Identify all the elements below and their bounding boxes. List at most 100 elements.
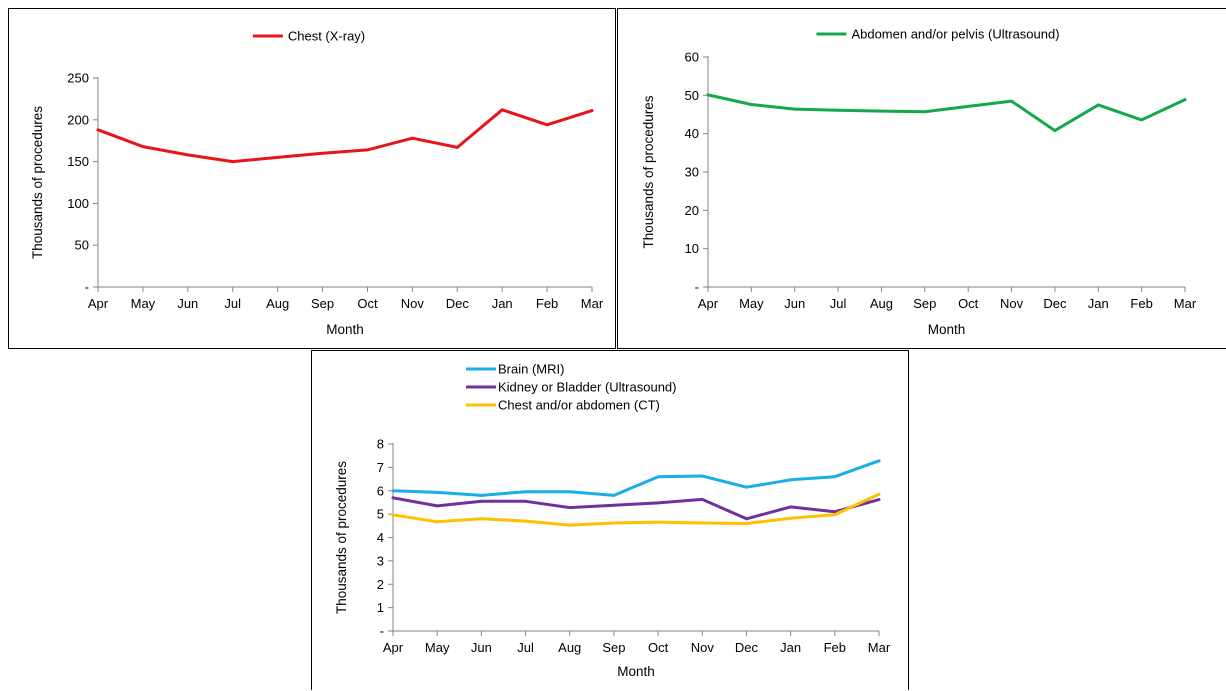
x-axis-title: Month [617, 664, 655, 679]
x-tick-label: Apr [698, 296, 719, 311]
y-tick-label: 10 [685, 241, 699, 256]
data-point-brain-mri [789, 478, 792, 482]
legend-label: Brain (MRI) [498, 362, 564, 377]
data-point-abdomen-and-or-pelvis-ultrasound [750, 103, 753, 106]
data-point-brain-mri [745, 485, 748, 489]
data-point-chest-and-or-abdomen-ct [391, 513, 395, 517]
data-point-kidney-or-bladder-ultrasound [700, 498, 704, 501]
data-point-kidney-or-bladder-ultrasound [833, 510, 837, 514]
y-tick-label: - [695, 280, 699, 295]
y-tick-label: 100 [67, 196, 89, 211]
legend-label: Chest (X-ray) [288, 29, 365, 44]
data-point-chest-and-or-abdomen-ct [745, 522, 748, 525]
data-point-abdomen-and-or-pelvis-ultrasound [1140, 118, 1143, 122]
chart-panel-brain-kidney-chest: - 1 2 3 4 5 6 7 8 Apr May Jun Jul Aug Sep Oct Nov Dec Jan F… [311, 350, 909, 690]
data-point-chest-and-or-abdomen-ct [480, 517, 483, 521]
x-tick-label: Mar [868, 640, 891, 655]
x-tick-label: Aug [266, 296, 289, 311]
data-point-kidney-or-bladder-ultrasound [656, 501, 660, 505]
x-tick-label: Sep [913, 296, 936, 311]
y-tick-label: 1 [377, 600, 384, 615]
data-point-chest-and-or-abdomen-ct [789, 516, 792, 520]
data-point-kidney-or-bladder-ultrasound [745, 517, 748, 521]
y-tick-label: 50 [75, 238, 89, 253]
x-tick-label: Jan [1088, 296, 1109, 311]
data-point-abdomen-and-or-pelvis-ultrasound [1096, 103, 1100, 107]
y-tick-label: 6 [377, 483, 384, 498]
y-tick-label: 4 [377, 530, 384, 545]
x-tick-label: Nov [1000, 296, 1024, 311]
y-tick-label: 40 [685, 126, 699, 141]
legend-label: Chest and/or abdomen (CT) [498, 398, 660, 413]
data-point-abdomen-and-or-pelvis-ultrasound [706, 93, 710, 97]
data-point-chest-x-ray [141, 145, 145, 149]
data-point-kidney-or-bladder-ultrasound [480, 499, 483, 503]
data-point-chest-x-ray [231, 160, 235, 164]
data-point-chest-x-ray [455, 146, 459, 149]
x-tick-label: Oct [357, 296, 378, 311]
data-point-chest-and-or-abdomen-ct [435, 520, 439, 524]
x-tick-label: May [425, 640, 450, 655]
data-point-chest-x-ray [590, 109, 594, 112]
chart-chest-xray: - 50 100 150 200 250 Apr May Jun Jul Aug Sep Oct Nov D… [30, 29, 604, 338]
data-point-brain-mri [833, 475, 837, 479]
data-point-abdomen-and-or-pelvis-ultrasound [966, 105, 970, 108]
x-tick-label: Feb [1130, 296, 1152, 311]
x-tick-label: Jan [492, 296, 513, 311]
x-tick-label: Dec [1043, 296, 1067, 311]
y-tick-label: 250 [67, 71, 89, 86]
x-tick-label: May [131, 296, 156, 311]
data-point-brain-mri [656, 475, 660, 479]
y-tick-label: 2 [377, 577, 384, 592]
x-tick-label: Aug [870, 296, 893, 311]
x-tick-label: Jul [830, 296, 847, 311]
data-point-chest-x-ray [96, 128, 100, 132]
y-tick-label: - [85, 280, 89, 295]
legend-label: Abdomen and/or pelvis (Ultrasound) [851, 27, 1059, 42]
x-tick-label: Dec [735, 640, 759, 655]
data-point-kidney-or-bladder-ultrasound [391, 496, 395, 500]
data-point-chest-x-ray [186, 153, 190, 157]
y-axis-title: Thousands of procedures [641, 95, 656, 248]
data-point-chest-x-ray [500, 108, 504, 112]
y-tick-label: 20 [685, 203, 699, 218]
y-tick-label: 3 [377, 553, 384, 568]
x-tick-label: May [739, 296, 764, 311]
data-point-brain-mri [568, 490, 572, 494]
data-point-chest-x-ray [545, 123, 549, 127]
x-tick-label: Jan [780, 640, 801, 655]
data-point-kidney-or-bladder-ultrasound [435, 504, 439, 508]
data-point-brain-mri [877, 459, 881, 463]
data-point-chest-x-ray [411, 136, 414, 140]
x-tick-label: Jun [471, 640, 492, 655]
series-line-abdomen-and-or-pelvis-ultrasound [706, 93, 1187, 133]
x-tick-label: Feb [536, 296, 558, 311]
y-tick-label: - [380, 624, 384, 639]
data-point-kidney-or-bladder-ultrasound [524, 499, 527, 503]
chart-panel-chest-xray: - 50 100 150 200 250 Apr May Jun Jul Aug Sep Oct Nov D… [8, 8, 616, 349]
x-tick-label: Sep [602, 640, 625, 655]
data-point-abdomen-and-or-pelvis-ultrasound [1183, 98, 1187, 101]
x-tick-label: Nov [691, 640, 715, 655]
y-tick-label: 7 [377, 460, 384, 475]
data-point-kidney-or-bladder-ultrasound [789, 505, 792, 509]
x-axis-title: Month [326, 322, 364, 337]
series-line-chest-and-or-abdomen-ct [391, 492, 881, 527]
x-tick-label: Apr [383, 640, 404, 655]
data-point-kidney-or-bladder-ultrasound [877, 498, 881, 501]
y-tick-label: 8 [377, 437, 384, 452]
data-point-brain-mri [480, 494, 483, 497]
x-tick-label: Oct [648, 640, 669, 655]
y-tick-label: 5 [377, 507, 384, 522]
data-point-abdomen-and-or-pelvis-ultrasound [836, 108, 840, 112]
chart-brain-kidney-chest: - 1 2 3 4 5 6 7 8 Apr May Jun Jul Aug Sep Oct Nov Dec Jan F… [334, 362, 891, 680]
x-tick-label: Nov [401, 296, 425, 311]
data-point-chest-and-or-abdomen-ct [700, 521, 704, 525]
x-axis-title: Month [928, 322, 966, 337]
data-point-brain-mri [524, 490, 527, 494]
y-axis-title: Thousands of procedures [30, 106, 45, 259]
data-point-chest-and-or-abdomen-ct [568, 523, 572, 527]
data-point-chest-and-or-abdomen-ct [612, 521, 616, 525]
data-point-kidney-or-bladder-ultrasound [612, 503, 616, 507]
x-tick-label: Aug [558, 640, 581, 655]
